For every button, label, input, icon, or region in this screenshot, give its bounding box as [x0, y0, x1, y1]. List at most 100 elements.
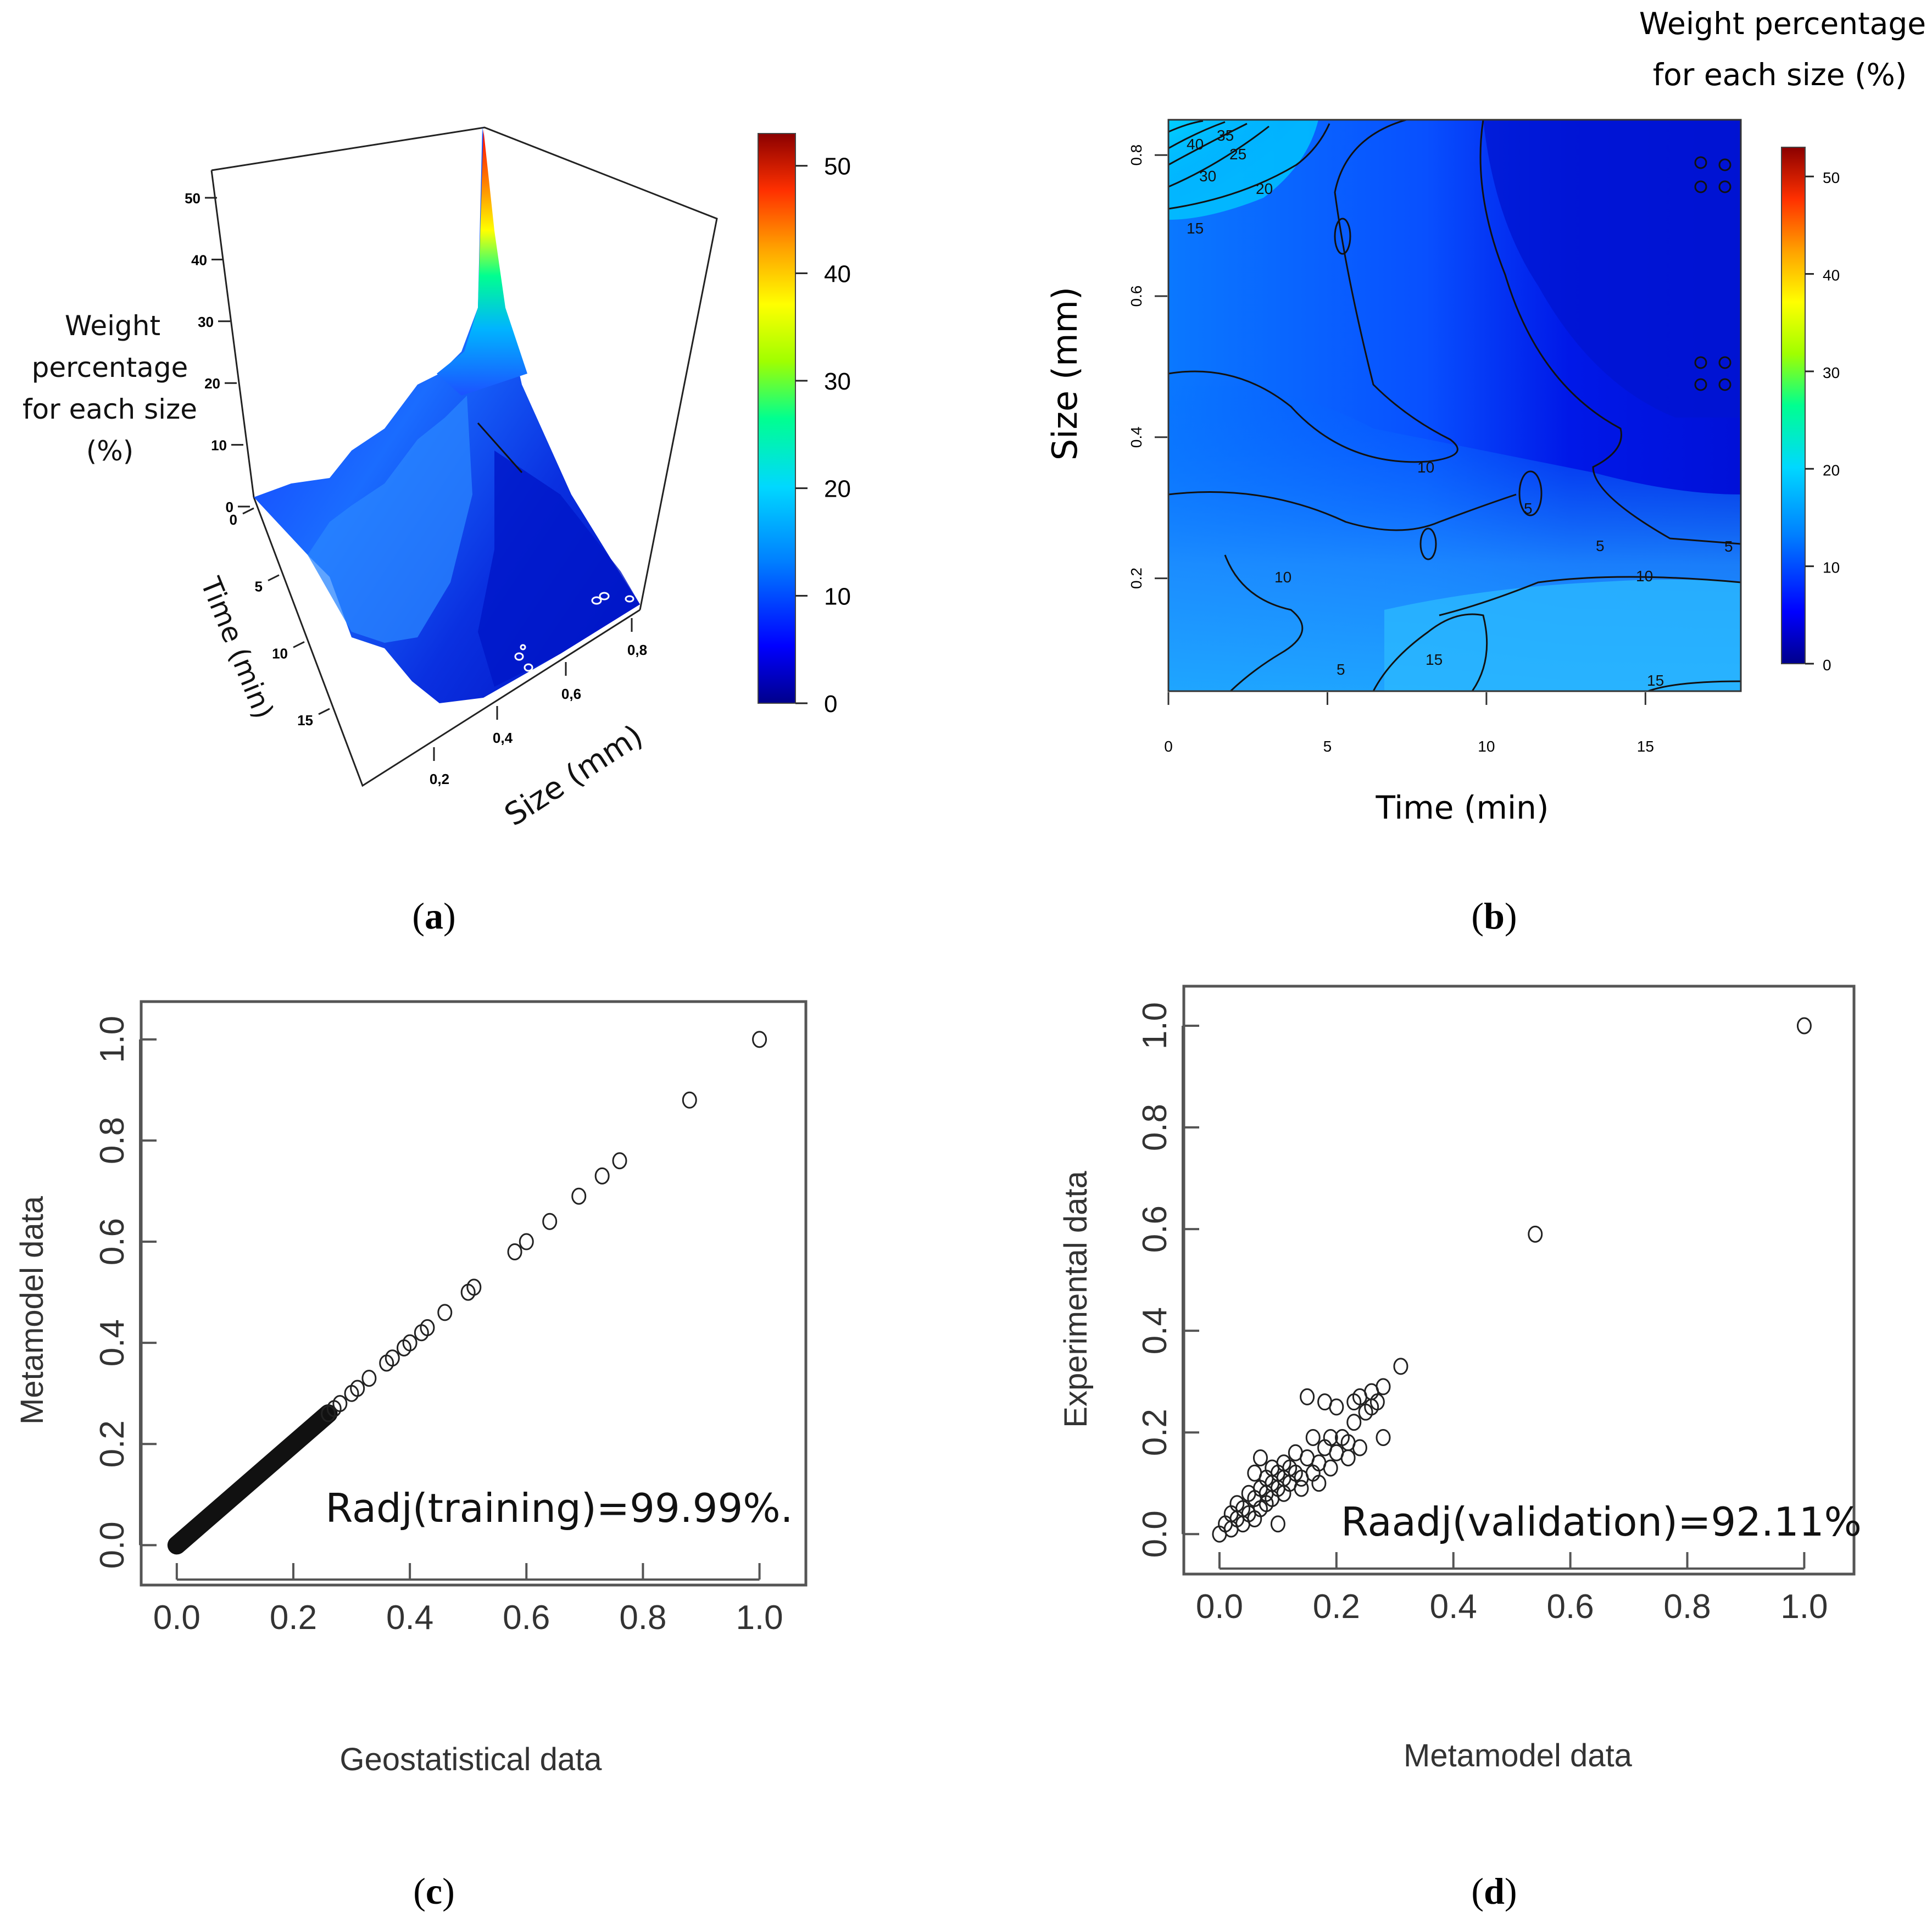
panel-b-label: (b): [1471, 895, 1517, 937]
scatter-point: [1300, 1388, 1315, 1405]
time-tick-label: 0: [230, 512, 237, 528]
z-axis-title-line-1: Weight: [65, 310, 160, 342]
colorbar-tick-label: 10: [1823, 559, 1840, 576]
panel-a-box: [210, 126, 718, 787]
z-axis-title-line-2: percentage: [32, 352, 188, 383]
colorbar-b: [1781, 147, 1806, 664]
x-axis-title: Geostatistical data: [339, 1742, 602, 1777]
panel-d: 0.0 0.2 0.4 0.6 0.8 1.0 0.0 0.2 0.4 0.6 0.8 1.0 Me…: [1058, 985, 1862, 1912]
y-tick-label: 0.6: [1136, 1205, 1174, 1253]
scatter-point: [594, 1167, 610, 1185]
contour-label: 5: [1524, 500, 1533, 517]
y-tick-label: 0.4: [1128, 426, 1145, 448]
y-tick-label: 0.0: [1136, 1510, 1174, 1558]
scatter-point: [1528, 1225, 1543, 1243]
x-tick-label: 0.2: [1313, 1588, 1360, 1626]
contour-label: 5: [1724, 538, 1733, 555]
scatter-point: [752, 1031, 767, 1048]
scatter-point: [385, 1349, 400, 1367]
scatter-point: [519, 1233, 534, 1250]
z-axis-title-line-4: (%): [86, 435, 134, 467]
colorbar-tick-label: 40: [824, 260, 851, 287]
z-axis-title: Weight percentage for each size (%): [23, 310, 197, 467]
scatter-point: [1305, 1428, 1321, 1446]
scatter-point: [542, 1213, 558, 1230]
fit-annotation: Radj(training)=99.99%.: [325, 1485, 793, 1531]
heatmap-frame: [1167, 119, 1742, 692]
scatter-point: [1252, 1449, 1268, 1466]
surface-ridge: [308, 396, 472, 643]
z-axis-ticks: 0 10 20 30 40 50: [185, 190, 250, 515]
scatter-point: [1311, 1475, 1327, 1492]
size-axis-ticks: 0,2 0,4 0,6 0,8: [430, 618, 647, 787]
contour-label: 15: [1426, 651, 1443, 668]
scatter-point: [1294, 1480, 1309, 1497]
x-tick-label: 15: [1637, 738, 1654, 755]
y-tick-label: 0.0: [93, 1521, 131, 1569]
heatmap-field: [1168, 120, 1741, 691]
x-tick-label: 10: [1478, 738, 1495, 755]
scatter-point: [1323, 1459, 1338, 1477]
colorbar-tick-label: 50: [824, 153, 851, 180]
contour-label: 40: [1187, 136, 1204, 153]
y-tick-label: 0.8: [1136, 1104, 1174, 1151]
time-tick-label: 15: [297, 712, 313, 729]
scatter-point: [1393, 1358, 1408, 1375]
heatmap-contours: [1168, 120, 1741, 691]
time-tick-label: 10: [272, 645, 288, 661]
z-tick-label: 0: [226, 499, 233, 515]
y-axis-title: Metamodel data: [14, 1196, 50, 1425]
x-tick-label: 0.0: [153, 1599, 201, 1637]
size-axis-title: Size (mm): [498, 718, 649, 833]
panel-c-label: (c): [413, 1870, 455, 1912]
colorbar-a-ticks: 0 10 20 30 40 50: [795, 153, 851, 718]
y-tick-label: 0.2: [1136, 1409, 1174, 1456]
scatter-point: [1376, 1378, 1391, 1396]
y-tick-label: 0.6: [1128, 286, 1145, 307]
time-axis-title: Time (min): [194, 572, 280, 723]
y-tick-label: 1.0: [93, 1016, 131, 1063]
scatter-point: [1329, 1398, 1344, 1416]
scatter-point: [332, 1395, 348, 1413]
time-tick-label: 5: [255, 579, 263, 595]
x-axis-ticks: 0.0 0.2 0.4 0.6 0.8 1.0: [1196, 1552, 1828, 1626]
x-tick-label: 1.0: [1780, 1588, 1828, 1626]
fit-annotation: Raadj(validation)=92.11%: [1341, 1499, 1862, 1545]
scatter-point: [571, 1187, 587, 1205]
y-tick-label: 0.6: [93, 1218, 131, 1265]
time-tick-mark: [318, 708, 330, 715]
scatter-point: [612, 1152, 627, 1170]
colorbar-tick-label: 30: [1823, 364, 1840, 381]
y-tick-label: 1.0: [1136, 1002, 1174, 1049]
scatter-point: [420, 1319, 435, 1337]
surface-contour-mark: [477, 422, 523, 473]
contour-label: 15: [1187, 220, 1204, 237]
y-tick-label: 0.4: [93, 1319, 131, 1366]
y-axis-title: Experimental data: [1058, 1171, 1094, 1428]
panel-d-label: (d): [1471, 1870, 1517, 1912]
colorbar-tick-label: 20: [824, 476, 851, 503]
x-tick-label: 0.6: [1547, 1588, 1594, 1626]
x-tick-label: 0.0: [1196, 1588, 1243, 1626]
x-tick-label: 1.0: [736, 1599, 783, 1637]
x-axis-ticks: 0 5 10 15: [1164, 692, 1654, 755]
panel-c: 0.0 0.2 0.4 0.6 0.8 1.0 0.0 0.2 0.4 0.6 0.8 1.0 Ge…: [14, 1000, 808, 1912]
contour-labels: 40 35 30 25 20 15 10 5 10 5 5 10 15 5 15: [1187, 127, 1733, 689]
x-tick-label: 5: [1323, 738, 1332, 755]
colorbar-tick-label: 10: [824, 583, 851, 610]
scatter-point: [466, 1278, 482, 1296]
colorbar-b-title-line-2: for each size (%): [1653, 57, 1907, 92]
x-tick-label: 0.4: [386, 1599, 433, 1637]
z-axis-title-line-3: for each size: [23, 393, 197, 425]
scatter-point: [1270, 1515, 1285, 1533]
scatter-point: [1796, 1017, 1812, 1035]
y-tick-label: 0.8: [1128, 144, 1145, 166]
x-axis-ticks: 0.0 0.2 0.4 0.6 0.8 1.0: [153, 1563, 783, 1637]
time-tick-mark: [293, 641, 305, 648]
y-tick-label: 0.8: [93, 1117, 131, 1164]
x-tick-label: 0.2: [270, 1599, 317, 1637]
contour-label: 10: [1417, 459, 1434, 476]
colorbar-tick-label: 50: [1823, 169, 1840, 186]
y-axis-ticks: 0.0 0.2 0.4 0.6 0.8 1.0: [93, 1016, 157, 1569]
